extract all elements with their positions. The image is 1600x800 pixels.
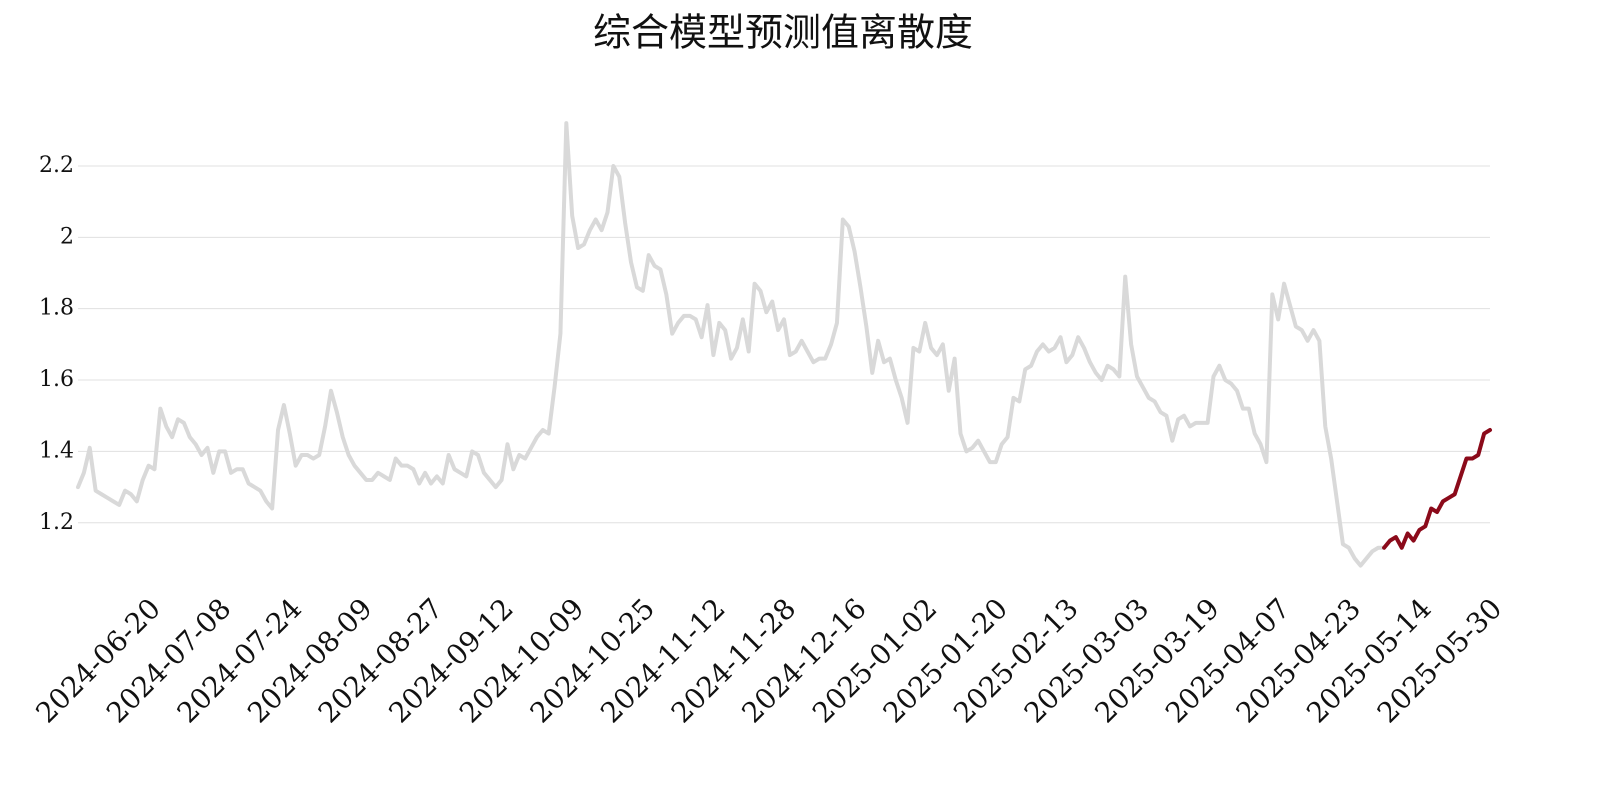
series-line xyxy=(76,121,1387,568)
chart-title: 综合模型预测值离散度 xyxy=(593,11,973,55)
y-tick-label: 1.8 xyxy=(39,296,74,321)
y-tick-label: 2.2 xyxy=(39,153,74,178)
y-tick-label: 2 xyxy=(60,224,74,249)
y-tick-label: 1.4 xyxy=(39,438,74,463)
y-tick-label: 1.6 xyxy=(39,367,74,392)
series-line xyxy=(1382,428,1492,550)
y-tick-label: 1.2 xyxy=(39,510,74,535)
